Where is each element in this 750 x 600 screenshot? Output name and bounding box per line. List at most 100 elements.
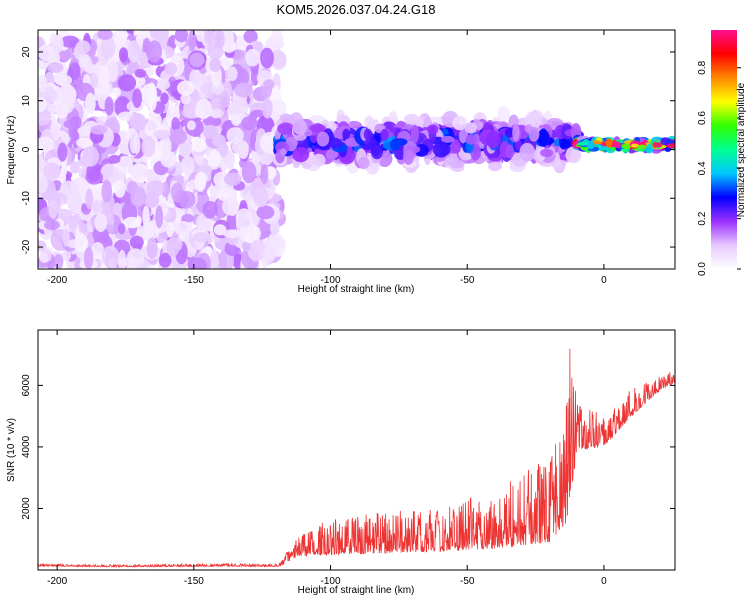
heatmap-cell [66,188,82,212]
heatmap-cell [108,154,121,164]
heatmap-cell [212,134,227,148]
heatmap-cell [48,199,58,219]
spectrogram-y-tick-label: -20 [21,239,32,254]
heatmap-cell [209,108,224,119]
heatmap-cell [279,148,287,156]
heatmap-cell [213,224,227,236]
heatmap-cell [171,117,180,132]
heatmap-cell [173,220,192,236]
heatmap-cell [605,138,613,148]
heatmap-cell [432,141,450,158]
heatmap-cell [292,119,308,135]
heatmap-cell [181,213,194,223]
heatmap-cell [596,145,608,151]
heatmap-cell [166,237,180,257]
heatmap-cell [519,142,535,162]
heatmap-cell [380,128,389,141]
heatmap-cell [131,164,146,181]
heatmap-cell [153,129,171,140]
heatmap-cell [269,50,287,69]
heatmap-cell [202,201,218,219]
heatmap-cell [241,116,258,131]
heatmap-cell [327,138,343,149]
heatmap-cell [200,81,216,95]
heatmap-cell [614,141,621,149]
heatmap-cell [207,150,221,167]
heatmap-cell [54,74,73,87]
heatmap-cell [38,240,47,252]
heatmap-cell [168,34,178,49]
heatmap-cell [333,128,345,140]
heatmap-cell [146,237,158,259]
heatmap-cell [44,220,60,231]
heatmap-cell [57,142,68,162]
heatmap-cell [441,135,455,143]
heatmap-cell [51,122,61,141]
heatmap-cell [62,228,70,247]
spectrogram-y-label: Frequency (Hz) [6,116,17,185]
colorbar-ticks: 0.0 0.2 0.4 0.6 0.8 [697,60,741,276]
heatmap-cell [342,128,350,141]
heatmap-cell [226,105,243,116]
heatmap-cell [138,30,151,40]
heatmap-cell [47,62,64,73]
heatmap-cell [268,236,286,250]
heatmap-cell [132,88,143,108]
snr-x-tick-label: -100 [321,576,341,587]
heatmap-cell [129,235,144,249]
heatmap-cell [78,223,88,234]
heatmap-cell [155,205,164,229]
heatmap-cell [403,149,414,165]
snr-y-tick-label: 2000 [21,497,32,520]
heatmap-cell [195,30,205,42]
heatmap-cell [202,124,218,139]
heatmap-cell [528,126,540,142]
heatmap-cell [178,191,196,209]
heatmap-cell [85,92,96,115]
heatmap-cell [540,148,554,158]
heatmap-cell [538,128,549,147]
spectrogram-x-ticks: -200 -150 -100 -50 0 [47,30,607,286]
heatmap-cell [209,251,220,269]
spectrogram-x-tick-label: -150 [184,275,204,286]
heatmap-cell [214,30,225,49]
spectrogram-x-tick-label: -200 [47,275,67,286]
snr-y-tick-label: 4000 [21,435,32,458]
heatmap-cell [234,82,253,98]
heatmap-cell [39,252,49,263]
heatmap-cell [247,238,266,262]
heatmap-cell [263,79,275,90]
heatmap-cell [139,51,148,67]
heatmap-cell [226,127,244,144]
heatmap-cell [117,155,134,174]
heatmap-cell [262,98,273,119]
heatmap-cell [245,48,261,67]
heatmap-cell [243,30,258,44]
heatmap-cell [174,30,188,43]
heatmap-cell [134,68,147,78]
heatmap-cell [53,254,64,269]
heatmap-cell [232,253,243,269]
heatmap-cell [227,66,238,82]
spectrogram-x-tick-label: 0 [601,275,607,286]
heatmap-cell [637,144,647,149]
heatmap-cell [143,225,160,240]
heatmap-cell [242,241,251,252]
snr-background [38,330,675,570]
heatmap-cell [38,74,47,93]
heatmap-cell [189,69,201,86]
heatmap-cell [130,186,147,207]
heatmap-cell [181,155,195,175]
heatmap-cell [147,40,162,63]
heatmap-cell [187,257,207,269]
heatmap-cell [209,58,222,72]
heatmap-cell [127,40,141,63]
heatmap-cell [363,128,373,141]
heatmap-cell [147,91,157,111]
heatmap-cell [160,150,177,168]
heatmap-cell [97,30,113,40]
heatmap-cell [260,163,269,185]
snr-x-label: Height of straight line (km) [298,585,415,596]
spectrogram-x-tick-label: -100 [321,275,341,286]
